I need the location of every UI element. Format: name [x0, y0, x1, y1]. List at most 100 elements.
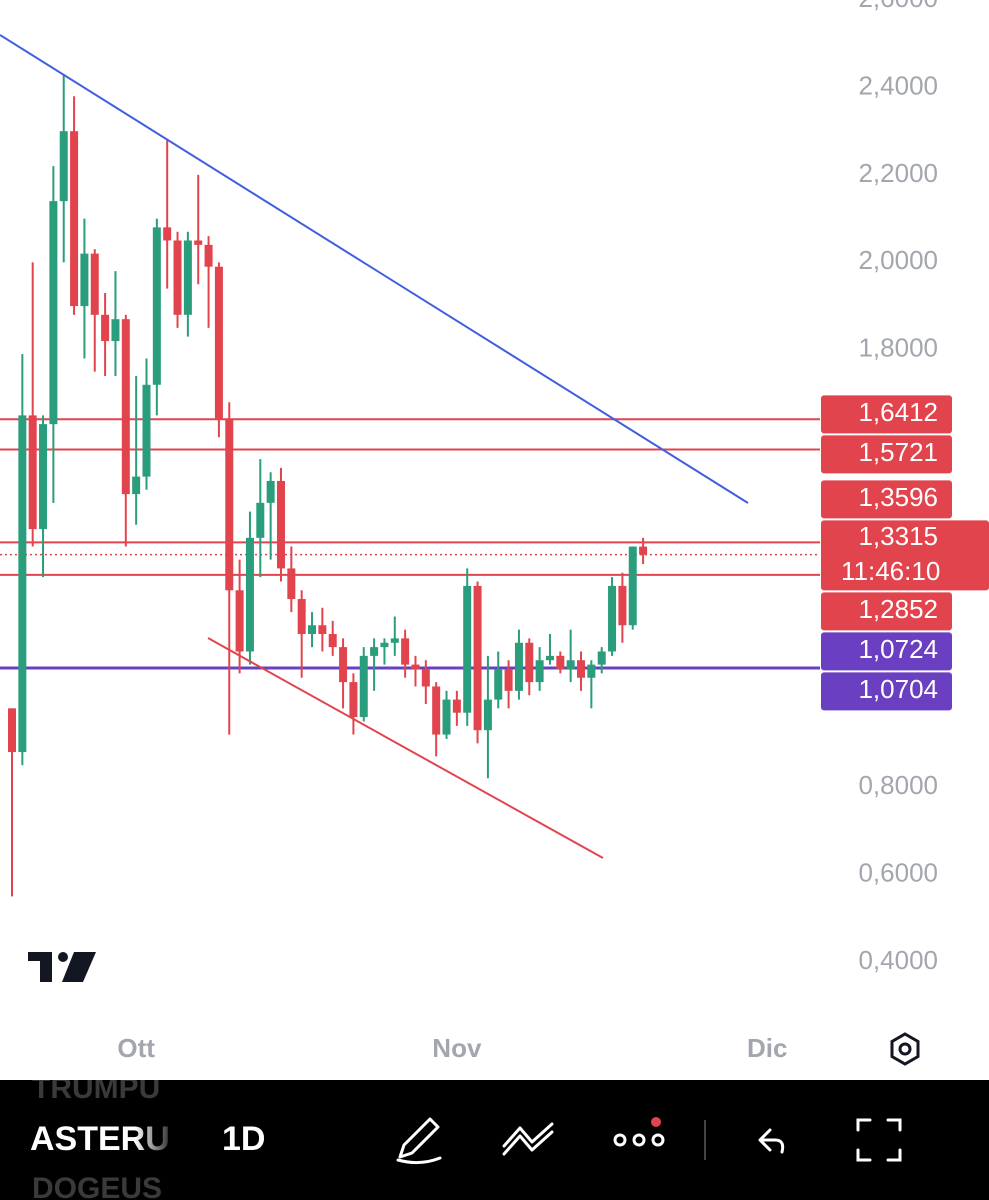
- candle-body: [194, 240, 203, 245]
- price-label: 1,3315: [858, 521, 938, 551]
- candle-body: [101, 314, 110, 342]
- candle-body: [463, 585, 472, 713]
- symbol-ghost: DOGEUS: [32, 1172, 162, 1200]
- candle-body: [132, 476, 141, 495]
- price-label-box: [821, 395, 952, 434]
- candle-body: [308, 625, 317, 635]
- candle-body: [80, 253, 89, 307]
- candle-body: [452, 699, 461, 713]
- indicators-button[interactable]: [502, 1122, 554, 1156]
- candle-body: [339, 647, 348, 683]
- y-tick-label: 2,4000: [858, 70, 938, 100]
- candle-body: [556, 655, 565, 669]
- candle-body: [608, 585, 617, 652]
- interval[interactable]: 1D: [222, 1120, 265, 1158]
- candle-body: [483, 699, 492, 731]
- y-tick-label: 2,6000: [858, 0, 938, 13]
- candle-body: [504, 668, 513, 691]
- candle-body: [39, 424, 48, 530]
- price-label: 1,5721: [858, 437, 938, 467]
- candle-body: [411, 664, 420, 669]
- candle-body: [432, 686, 441, 735]
- x-tick-label: Ott: [117, 1033, 155, 1063]
- candle-body: [287, 568, 296, 600]
- candle-body: [597, 651, 606, 665]
- price-label-box: [821, 632, 952, 671]
- x-tick-label: Nov: [432, 1033, 482, 1063]
- price-label: 1,0704: [858, 674, 938, 704]
- candle-body: [235, 590, 244, 652]
- candle-body: [566, 660, 575, 669]
- candle-body: [256, 502, 265, 538]
- y-tick-label: 2,0000: [858, 245, 938, 275]
- y-tick-label: 2,2000: [858, 158, 938, 188]
- trendline: [207, 637, 604, 859]
- candle-body: [297, 599, 306, 635]
- candle-body: [421, 668, 430, 687]
- price-label-box: [821, 480, 952, 519]
- trendline: [0, 34, 749, 504]
- candle-body: [514, 642, 523, 691]
- candle-body: [142, 384, 151, 477]
- candle-body: [59, 131, 68, 202]
- candle-body: [380, 642, 389, 648]
- symbol[interactable]: ASTERU: [30, 1120, 170, 1158]
- plot: [0, 74, 820, 897]
- price-label: 1,6412: [858, 397, 938, 427]
- candle-body: [370, 647, 379, 656]
- candle-body: [18, 415, 27, 753]
- price-label-box: [821, 672, 952, 711]
- fullscreen-button[interactable]: [856, 1118, 902, 1162]
- candle-body: [276, 480, 285, 569]
- candle-body: [204, 244, 213, 267]
- price-label-box: [821, 592, 952, 631]
- y-tick-label: 0,8000: [858, 770, 938, 800]
- undo-button[interactable]: [758, 1128, 785, 1154]
- candle-body: [618, 585, 627, 626]
- candle-body: [494, 668, 503, 700]
- candle-body: [639, 546, 648, 555]
- toolbar: [0, 1080, 989, 1200]
- candle-body: [349, 682, 358, 718]
- candle-body: [525, 642, 534, 683]
- candle-body: [70, 131, 79, 307]
- candle-body: [111, 319, 120, 342]
- candle-body: [183, 240, 192, 315]
- candle-body: [266, 480, 275, 503]
- candle-body: [49, 201, 58, 425]
- y-tick-label: 1,8000: [858, 333, 938, 363]
- countdown: 11:46:10: [841, 556, 940, 586]
- y-tick-label: 0,6000: [858, 857, 938, 887]
- candle-body: [173, 240, 182, 315]
- candle-body: [245, 537, 254, 652]
- price-label: 1,2852: [858, 594, 938, 624]
- candle-body: [577, 660, 586, 678]
- candle-body: [359, 655, 368, 718]
- candle-body: [587, 664, 596, 678]
- candle-body: [473, 585, 482, 731]
- candle-body: [545, 655, 554, 661]
- candle-body: [121, 319, 130, 495]
- candle-body: [442, 699, 451, 735]
- y-tick-label: 0,4000: [858, 945, 938, 975]
- tv-logo: [28, 952, 96, 982]
- candle-body: [628, 546, 637, 626]
- candle-body: [535, 660, 544, 683]
- settings-button[interactable]: [890, 1032, 920, 1066]
- candle-body: [225, 419, 234, 591]
- candle-body: [163, 227, 172, 241]
- candle-body: [401, 638, 410, 665]
- price-label: 1,3596: [858, 482, 938, 512]
- candle-body: [214, 266, 223, 420]
- candle-body: [318, 625, 327, 635]
- draw-button[interactable]: [396, 1117, 442, 1165]
- candle-body: [28, 415, 37, 530]
- price-label-box: [821, 435, 952, 474]
- candle-body: [390, 638, 399, 643]
- candle-body: [90, 253, 99, 315]
- symbol-ghost: TRUMPU: [32, 1072, 160, 1105]
- candle-body: [8, 708, 17, 753]
- more-button[interactable]: [613, 1117, 665, 1147]
- price-label: 1,0724: [858, 634, 938, 664]
